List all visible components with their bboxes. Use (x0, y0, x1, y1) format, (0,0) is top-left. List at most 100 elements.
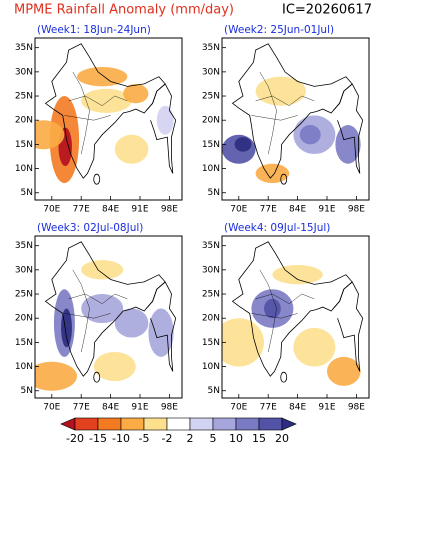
lon-label: 98E (161, 205, 178, 215)
anomaly-shading (81, 294, 124, 324)
lat-label: 25N (202, 290, 220, 300)
state-lines (251, 115, 298, 121)
anomaly-shading (299, 125, 321, 145)
colorbar-end (281, 417, 297, 431)
state-lines (255, 95, 315, 106)
lat-label: 30N (15, 265, 33, 275)
colorbar-label: -20 (66, 432, 84, 445)
state-lines (259, 71, 277, 155)
lat-label: 5N (21, 386, 33, 396)
lon-label: 70E (230, 403, 247, 413)
map-fill (35, 241, 177, 391)
sri-lanka (280, 173, 288, 185)
lat-label: 25N (202, 92, 220, 102)
colorbar-segment (120, 417, 145, 431)
anomaly-shading (148, 308, 174, 357)
lon-label: 98E (348, 205, 365, 215)
sri-lanka (93, 371, 101, 383)
anomaly-shading (93, 352, 136, 382)
sri-lanka (280, 371, 288, 383)
state-lines (72, 269, 90, 353)
lat-label: 25N (15, 92, 33, 102)
lat-label: 30N (202, 265, 220, 275)
colorbar-label: -5 (139, 432, 150, 445)
colorbar-segment (189, 417, 214, 431)
colorbar-segment (235, 417, 260, 431)
anomaly-shading (327, 356, 361, 386)
lat-label: 25N (15, 290, 33, 300)
lat-label: 35N (15, 241, 33, 251)
lon-label: 98E (161, 403, 178, 413)
anomaly-shading (255, 163, 290, 184)
india-outline (44, 241, 166, 377)
lat-label: 15N (15, 338, 33, 348)
state-lines (251, 313, 298, 319)
anomaly-shading (335, 125, 361, 164)
lon-label: 84E (289, 403, 306, 413)
colorbar-segment (74, 417, 99, 431)
lon-label: 84E (102, 403, 119, 413)
colorbar-segment (97, 417, 122, 431)
lon-label: 91E (131, 403, 148, 413)
colorbar-segment (212, 417, 237, 431)
lon-label: 77E (73, 403, 90, 413)
colorbar-segment (143, 417, 168, 431)
state-lines (68, 95, 128, 106)
neighbour-outline (332, 83, 364, 174)
map-fill (222, 241, 364, 386)
anomaly-shading (264, 298, 281, 319)
map-frame (221, 235, 370, 399)
colorbar-label: 20 (275, 432, 289, 445)
lat-label: 10N (202, 362, 220, 372)
india-outline (231, 43, 353, 179)
map-panel (221, 37, 370, 201)
india-outline (231, 241, 353, 377)
anomaly-shading (156, 105, 174, 135)
panel-title: (Week3: 02Jul-08Jul) (37, 222, 143, 234)
lat-label: 15N (202, 338, 220, 348)
state-lines (72, 71, 90, 155)
lat-label: 30N (202, 67, 220, 77)
lat-label: 35N (202, 241, 220, 251)
lon-label: 91E (318, 403, 335, 413)
ic-date: IC=20260617 (282, 3, 372, 18)
lat-label: 10N (15, 362, 33, 372)
sri-lanka (93, 173, 101, 185)
lon-label: 84E (102, 205, 119, 215)
lon-label: 91E (318, 205, 335, 215)
map-panel (34, 235, 183, 399)
lat-label: 30N (15, 67, 33, 77)
state-lines (255, 293, 315, 304)
lat-label: 15N (15, 140, 33, 150)
panel-title: (Week4: 09Jul-15Jul) (224, 222, 330, 234)
colorbar-label: -15 (89, 432, 107, 445)
state-lines (68, 293, 128, 304)
lat-label: 5N (208, 386, 220, 396)
lat-label: 35N (15, 43, 33, 53)
lon-label: 84E (289, 205, 306, 215)
lon-label: 77E (260, 205, 277, 215)
lon-label: 98E (348, 403, 365, 413)
colorbar-label: 5 (210, 432, 217, 445)
lat-label: 20N (15, 116, 33, 126)
anomaly-shading (234, 137, 252, 152)
lon-label: 70E (43, 205, 60, 215)
lat-label: 5N (21, 188, 33, 198)
colorbar-segment (166, 417, 191, 431)
lon-label: 70E (230, 205, 247, 215)
anomaly-shading (255, 76, 306, 106)
anomaly-shading (123, 83, 149, 104)
panel-title: (Week1: 18Jun-24Jun) (37, 24, 151, 36)
anomaly-shading (35, 120, 65, 150)
lat-label: 10N (202, 164, 220, 174)
anomaly-shading (114, 134, 149, 164)
anomaly-shading (272, 265, 323, 285)
anomaly-shading (81, 88, 132, 113)
lat-label: 20N (202, 116, 220, 126)
colorbar-label: 2 (187, 432, 194, 445)
anomaly-shading (77, 67, 128, 87)
map-frame (34, 37, 183, 201)
